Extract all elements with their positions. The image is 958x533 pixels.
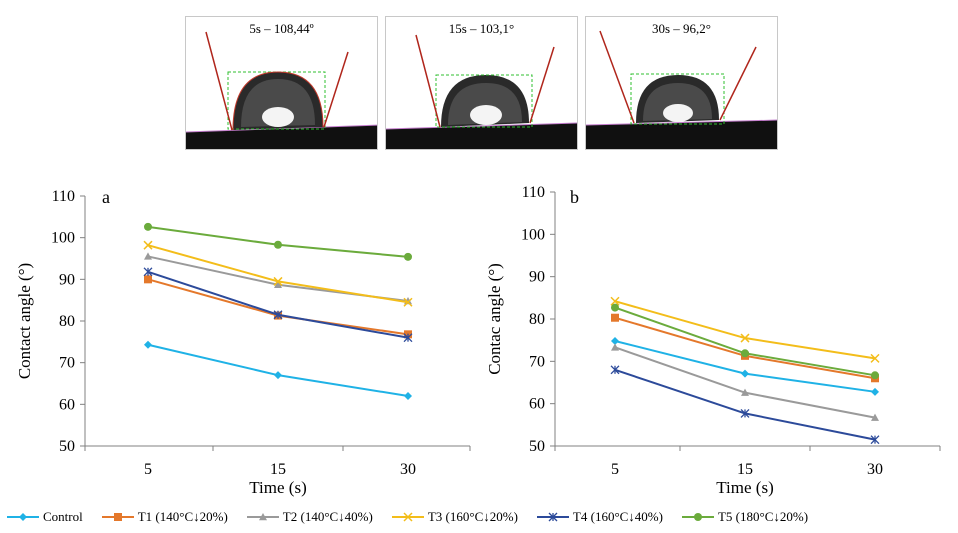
data-point	[741, 349, 749, 358]
data-point	[871, 413, 879, 421]
chart-panel-b: 50 60 70 80 90 100 110 5 15 30 Time (s) Contac angl…	[485, 184, 941, 497]
data-point	[144, 252, 152, 260]
data-point	[740, 408, 750, 418]
legend-marker	[113, 513, 122, 521]
data-point	[403, 297, 413, 307]
y-tick-label: 110	[522, 184, 545, 201]
panel-label: b	[570, 187, 579, 207]
legend-swatch	[101, 513, 134, 521]
y-tick-label: 50	[59, 438, 75, 455]
y-tick-label: 100	[51, 230, 75, 247]
y-tick-label: 70	[59, 355, 75, 372]
y-axis-title: Contac angle (°)	[485, 263, 504, 375]
legend-label: T5 (180°C↓20%)	[717, 509, 809, 524]
legend-item: T5 (180°C↓20%)	[681, 509, 808, 525]
data-point	[273, 310, 283, 320]
legend-item: T3 (160°C↓20%)	[391, 509, 518, 525]
legend-marker	[258, 513, 267, 521]
data-point	[610, 365, 620, 375]
chart-legend: Control T1 (140°C↓20%) T2 (140°C↓40%) T3 (1…	[6, 502, 956, 532]
legend-item: Control	[6, 509, 83, 525]
legend-marker	[19, 513, 27, 521]
photo-caption: 5s – 108,44º	[249, 21, 314, 36]
legend-item: T4 (160°C↓40%)	[536, 509, 663, 525]
y-tick-label: 90	[59, 271, 75, 288]
y-tick-label: 80	[59, 313, 75, 330]
y-tick-label: 100	[521, 226, 545, 243]
data-point	[740, 333, 750, 343]
data-point	[611, 343, 619, 351]
droplet-image	[386, 34, 577, 149]
photo-caption: 15s – 103,1°	[448, 21, 515, 36]
legend-label: T4 (160°C↓40%)	[572, 509, 663, 524]
photo-caption: 30s – 96,2°	[651, 21, 711, 36]
x-tick-label: 30	[867, 461, 883, 478]
y-tick-label: 50	[529, 438, 545, 455]
legend-item: T1 (140°C↓20%)	[101, 509, 228, 525]
y-tick-label: 90	[529, 269, 545, 286]
legend-swatch	[681, 513, 714, 521]
legend-label: T2 (140°C↓40%)	[282, 509, 373, 524]
data-point	[144, 275, 152, 284]
data-point	[144, 222, 152, 231]
data-point	[273, 276, 283, 286]
series-line	[614, 368, 876, 441]
legend-label: T3 (160°C↓20%)	[427, 509, 518, 524]
data-point	[611, 303, 619, 312]
y-tick-label: 60	[529, 396, 545, 413]
legend-swatch	[536, 512, 569, 522]
data-point	[610, 296, 620, 306]
y-tick-label: 80	[529, 311, 545, 328]
data-point	[403, 333, 413, 343]
y-tick-label: 70	[529, 353, 545, 370]
y-tick-label: 60	[59, 396, 75, 413]
x-axis-title: Time (s)	[249, 478, 306, 497]
data-point	[871, 387, 879, 396]
droplet-photo-30s: 30s – 96,2°	[585, 16, 778, 150]
x-tick-label: 30	[400, 461, 416, 478]
droplet-photo-5s: 5s – 108,44º	[185, 16, 378, 150]
data-point	[870, 435, 880, 445]
data-point	[143, 267, 153, 277]
legend-label: Control	[43, 509, 83, 524]
legend-marker	[693, 513, 702, 521]
x-tick-label: 5	[144, 461, 152, 478]
legend-marker	[403, 512, 413, 522]
series-line	[614, 306, 876, 377]
legend-item: T2 (140°C↓40%)	[246, 509, 373, 525]
legend-marker	[548, 512, 558, 522]
y-axis-title: Contact angle (°)	[15, 263, 34, 379]
x-tick-label: 15	[737, 461, 753, 478]
x-tick-label: 5	[611, 461, 619, 478]
x-tick-label: 15	[270, 461, 286, 478]
droplet-photo-15s: 15s – 103,1°	[385, 16, 578, 150]
series-line	[147, 343, 409, 397]
legend-swatch	[246, 513, 279, 521]
data-point	[741, 369, 749, 378]
panel-label: a	[102, 187, 110, 207]
data-point	[870, 353, 880, 363]
data-point	[274, 240, 282, 249]
data-point	[274, 280, 282, 288]
data-point	[143, 240, 153, 250]
series-line	[614, 340, 876, 393]
legend-swatch	[7, 513, 39, 521]
data-point	[274, 371, 282, 380]
droplet-image	[586, 30, 777, 149]
legend-swatch	[391, 512, 424, 522]
data-point	[404, 252, 412, 261]
data-point	[611, 313, 619, 322]
droplet-image	[186, 31, 377, 149]
data-point	[611, 337, 619, 346]
data-point	[144, 340, 152, 349]
y-tick-label: 110	[52, 188, 75, 205]
legend-label: T1 (140°C↓20%)	[137, 509, 228, 524]
data-point	[871, 371, 879, 380]
series-line	[147, 255, 409, 302]
data-point	[741, 388, 749, 396]
x-axis-title: Time (s)	[716, 478, 773, 497]
chart-panel-a: 50 60 70 80 90 100 110 5 15 30 Time (s) Contact ang…	[15, 187, 471, 497]
data-point	[404, 392, 412, 400]
